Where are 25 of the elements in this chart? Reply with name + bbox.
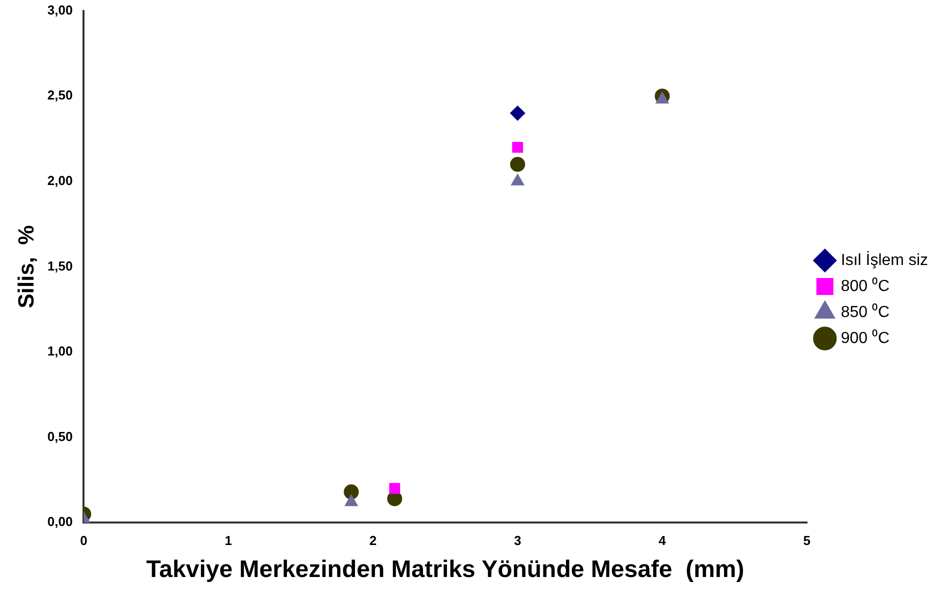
point bbox=[510, 106, 526, 121]
y-tick-label: 2,00 bbox=[47, 172, 73, 188]
point bbox=[512, 142, 524, 153]
legend-label: 850 ⁰C bbox=[840, 302, 890, 321]
legend-label: 800 ⁰C bbox=[840, 276, 890, 295]
y-tick-label: 1,00 bbox=[47, 344, 73, 359]
point bbox=[344, 484, 359, 500]
x-axis-title: Takviye Merkezinden Matriks Yönünde Mesafe (mm) bbox=[146, 556, 744, 584]
legend-label: 900 ⁰C bbox=[840, 328, 890, 347]
legend-label: Isıl İşlem siz bbox=[840, 250, 928, 269]
y-tick-label: 3,00 bbox=[47, 2, 73, 18]
x-tick-label: 3 bbox=[514, 532, 522, 548]
x-tick-label: 2 bbox=[369, 532, 377, 548]
x-tick-label: 1 bbox=[224, 532, 232, 548]
point bbox=[510, 156, 526, 172]
y-tick-label: 0,00 bbox=[47, 514, 73, 530]
y-tick-label: 0,50 bbox=[47, 428, 73, 444]
point bbox=[656, 92, 669, 104]
y-axis-title: Silis, % bbox=[13, 225, 38, 308]
point bbox=[389, 483, 400, 494]
x-tick-label: 5 bbox=[803, 532, 810, 548]
x-tick-label: 0 bbox=[80, 532, 88, 548]
y-tick-label: 2,50 bbox=[47, 88, 73, 103]
y-tick-label: 1,50 bbox=[47, 258, 73, 274]
x-tick-label: 4 bbox=[658, 532, 667, 548]
